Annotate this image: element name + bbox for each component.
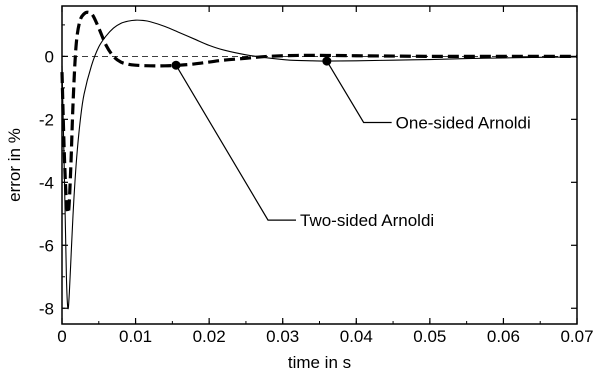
x-tick-label: 0.06 bbox=[487, 327, 520, 346]
ticks-group: 0 0.01 0.02 0.03 0.04 0.05 0.06 0.07 0 -2 -4 -6 -8 bbox=[39, 6, 594, 346]
x-tick-label: 0.02 bbox=[193, 327, 226, 346]
x-tick-label: 0.04 bbox=[340, 327, 373, 346]
annotation-leader-line bbox=[326, 60, 392, 124]
x-tick-label: 0.05 bbox=[413, 327, 446, 346]
y-axis-label: error in % bbox=[5, 128, 24, 202]
y-tick-label: -8 bbox=[39, 299, 54, 318]
annotation-group: Two-sided Arnoldi One-sided Arnoldi bbox=[171, 56, 531, 230]
x-tick-label: 0.07 bbox=[560, 327, 593, 346]
x-tick-label: 0.03 bbox=[266, 327, 299, 346]
x-axis-label: time in s bbox=[288, 353, 351, 372]
y-tick-label: 0 bbox=[45, 47, 54, 66]
annotation-leader-line bbox=[175, 64, 296, 221]
series-line-two-sided-arnoldi bbox=[60, 10, 577, 215]
annotation-label: One-sided Arnoldi bbox=[396, 113, 531, 132]
x-tick-label: 0.01 bbox=[119, 327, 152, 346]
y-tick-label: -6 bbox=[39, 236, 54, 255]
x-tick-label: 0 bbox=[57, 327, 66, 346]
series-group bbox=[60, 10, 578, 310]
annotation-label: Two-sided Arnoldi bbox=[300, 211, 434, 230]
y-tick-label: -2 bbox=[39, 110, 54, 129]
y-tick-label: -4 bbox=[39, 173, 54, 192]
series-line-one-sided-arnoldi bbox=[61, 19, 578, 310]
plot-frame bbox=[61, 5, 578, 325]
